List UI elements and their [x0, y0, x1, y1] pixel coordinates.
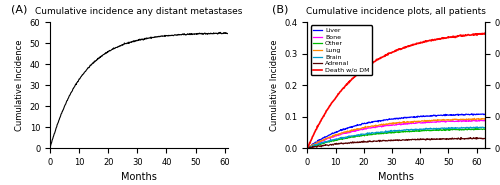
Liver — [304, 147, 310, 149]
Brain — [304, 147, 310, 149]
Adrenal — [458, 136, 464, 139]
Brain — [434, 127, 440, 130]
Other — [434, 129, 440, 132]
Bone — [326, 137, 332, 139]
Other — [375, 133, 381, 135]
Liver — [433, 115, 439, 117]
Lung — [375, 125, 381, 127]
Liver — [468, 113, 474, 115]
Bone — [433, 121, 439, 123]
Death w/o DM — [326, 107, 332, 109]
Adrenal — [326, 144, 332, 147]
Adrenal — [375, 140, 381, 142]
Liver — [306, 147, 312, 149]
Bone — [434, 121, 440, 123]
Liver — [482, 113, 488, 115]
Line: Death w/o DM: Death w/o DM — [308, 33, 485, 148]
Lung — [416, 120, 422, 122]
Lung — [362, 125, 368, 127]
Y-axis label: Cumulative Incidence: Cumulative Incidence — [270, 39, 279, 131]
Bone — [362, 128, 368, 130]
Death w/o DM — [362, 67, 368, 69]
Line: Lung: Lung — [308, 118, 485, 148]
Title: Cumulative incidence plots, all patients: Cumulative incidence plots, all patients — [306, 7, 486, 16]
Adrenal — [434, 138, 440, 140]
Text: (B): (B) — [272, 4, 288, 14]
Lung — [326, 137, 332, 139]
Liver — [362, 123, 368, 125]
Line: Bone: Bone — [308, 120, 485, 148]
Liver — [375, 121, 381, 123]
Death w/o DM — [482, 32, 488, 35]
Liver — [434, 115, 440, 117]
Other — [472, 127, 478, 130]
Lung — [434, 119, 440, 121]
Line: Liver: Liver — [308, 114, 485, 148]
Brain — [482, 127, 488, 129]
X-axis label: Months: Months — [121, 172, 156, 182]
Brain — [375, 131, 381, 134]
Other — [416, 130, 422, 132]
Brain — [416, 129, 422, 131]
Other — [326, 141, 332, 143]
Death w/o DM — [416, 42, 422, 44]
Bone — [375, 125, 381, 127]
Adrenal — [416, 138, 422, 141]
Death w/o DM — [481, 32, 487, 34]
Adrenal — [304, 147, 310, 149]
Line: Adrenal: Adrenal — [308, 137, 485, 148]
Lung — [482, 118, 488, 120]
Other — [432, 129, 438, 131]
Bone — [306, 147, 312, 149]
Liver — [416, 116, 422, 118]
Bone — [416, 121, 422, 123]
Bone — [482, 120, 488, 122]
Adrenal — [432, 138, 438, 140]
Death w/o DM — [304, 147, 310, 149]
Lung — [432, 119, 438, 121]
Death w/o DM — [434, 38, 440, 40]
Other — [362, 134, 368, 136]
Title: Cumulative incidence any distant metastases: Cumulative incidence any distant metasta… — [35, 7, 242, 16]
Text: (A): (A) — [11, 4, 28, 14]
Bone — [478, 119, 484, 121]
Other — [482, 128, 488, 130]
Liver — [326, 134, 332, 136]
Other — [304, 147, 310, 149]
Brain — [432, 128, 438, 130]
Brain — [326, 140, 332, 142]
Line: Brain: Brain — [308, 127, 485, 148]
Death w/o DM — [375, 59, 381, 61]
Brain — [362, 133, 368, 135]
Bone — [304, 147, 310, 149]
Legend: Liver, Bone, Other, Lung, Brain, Adrenal, Death w/o DM: Liver, Bone, Other, Lung, Brain, Adrenal… — [310, 25, 372, 75]
Y-axis label: Cumulative Incidence: Cumulative Incidence — [15, 39, 24, 131]
Lung — [472, 117, 478, 120]
Lung — [304, 147, 310, 149]
Death w/o DM — [432, 39, 438, 41]
Adrenal — [482, 137, 488, 140]
Adrenal — [362, 141, 368, 143]
Brain — [474, 126, 480, 128]
Line: Other: Other — [308, 128, 485, 148]
X-axis label: Months: Months — [378, 172, 414, 182]
